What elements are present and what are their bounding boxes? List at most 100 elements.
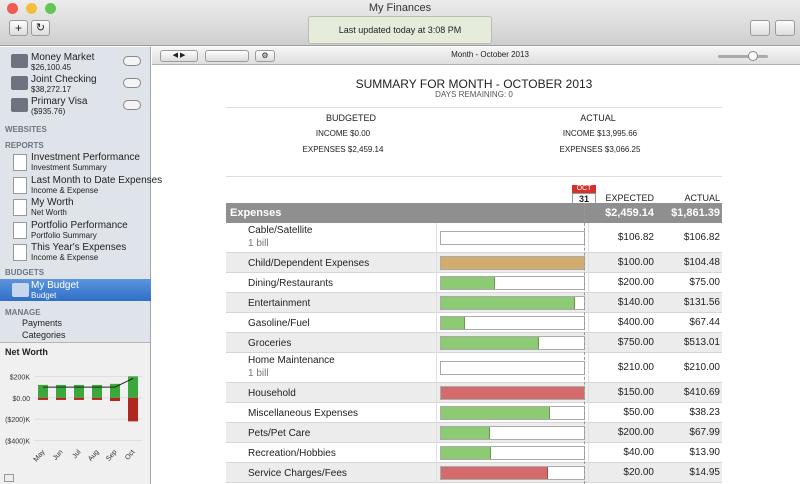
account-balance: ($935.76): [31, 107, 66, 116]
progress-bar: [441, 427, 490, 439]
bar: [38, 384, 48, 398]
selection: [0, 279, 151, 301]
zoom-button[interactable]: [45, 3, 56, 14]
expected-amount: $140.00: [617, 297, 654, 308]
y-tick-label: ($200)K: [5, 417, 30, 424]
actual-amount: $210.00: [683, 362, 720, 373]
progress-bar: [441, 277, 495, 289]
progress-track: [440, 406, 585, 420]
expected-amount: $200.00: [617, 427, 654, 438]
report-name[interactable]: Investment Performance: [31, 152, 140, 163]
bar: [56, 384, 66, 398]
actual-heading: ACTUAL: [580, 113, 616, 123]
actual-amount: $67.44: [689, 317, 720, 328]
report-icon: [13, 199, 27, 216]
budgeted-heading: BUDGETED: [325, 113, 376, 123]
actual-amount: $38.23: [689, 407, 720, 418]
today-line: [584, 203, 585, 484]
report-icon: [13, 154, 27, 171]
manage-item[interactable]: Payments: [22, 318, 63, 328]
bar: [92, 397, 102, 400]
budgeted-expenses: EXPENSES $2,459.14: [302, 145, 384, 154]
close-button[interactable]: [7, 3, 18, 14]
category-name: Service Charges/Fees: [248, 468, 347, 479]
column-divider: [436, 273, 437, 293]
bar: [92, 384, 102, 398]
column-divider: [436, 333, 437, 353]
divider: [226, 176, 722, 177]
category-name: Home Maintenance: [248, 355, 335, 366]
progress-track: [440, 296, 585, 310]
progress-track: [440, 256, 585, 270]
x-tick-label: Sep: [105, 449, 118, 463]
manage-item[interactable]: Categories: [22, 330, 66, 340]
budget-name[interactable]: My Budget: [31, 280, 79, 291]
actual-amount: $104.48: [683, 257, 720, 268]
actual-amount: $75.00: [689, 277, 720, 288]
report-icon: [13, 244, 27, 261]
net-line: [43, 378, 134, 388]
view-toggle[interactable]: [205, 50, 249, 62]
report-subtitle: Investment Summary: [31, 163, 107, 172]
column-divider: [436, 463, 437, 483]
report-subtitle: Portfolio Summary: [31, 230, 97, 240]
column-divider: [588, 443, 589, 463]
y-tick-label: $200K: [10, 374, 31, 381]
actual-amount: $13.90: [689, 447, 720, 458]
net-worth-panel: [0, 342, 151, 484]
calendar-button[interactable]: [775, 20, 795, 36]
category-name: Child/Dependent Expenses: [248, 258, 370, 269]
period-selector[interactable]: Month - October 2013: [451, 50, 529, 59]
progress-bar: [441, 387, 584, 399]
report-name[interactable]: My Worth: [31, 197, 74, 208]
section-heading: MANAGE: [5, 308, 41, 317]
x-tick-label: Aug: [87, 449, 100, 463]
progress-track: [440, 336, 585, 350]
zoom-slider[interactable]: [718, 55, 768, 58]
progress-bar: [441, 317, 466, 329]
category-name: Groceries: [248, 338, 292, 349]
report-name[interactable]: This Year's Expenses: [31, 242, 127, 253]
summary-title: SUMMARY FOR MONTH - OCTOBER 2013: [355, 77, 593, 91]
back-forward[interactable]: ◀ ▶: [160, 50, 198, 62]
progress-track: [440, 276, 585, 290]
account-name[interactable]: Joint Checking: [31, 74, 97, 85]
budgeted-income: INCOME $0.00: [315, 129, 371, 138]
x-tick-label: Oct: [124, 449, 136, 462]
add-button[interactable]: +: [9, 20, 28, 36]
cloud-icon: [123, 100, 141, 110]
column-divider: [588, 273, 589, 293]
section-heading: BUDGETS: [5, 268, 45, 277]
account-name[interactable]: Primary Visa: [31, 96, 88, 107]
bar: [74, 397, 84, 400]
zoom-knob[interactable]: [748, 51, 758, 61]
gear-menu[interactable]: ⚙: [255, 50, 275, 62]
column-divider: [436, 293, 437, 313]
section-heading: REPORTS: [5, 141, 44, 150]
account-name[interactable]: Money Market: [31, 52, 95, 63]
actual-amount: $14.95: [689, 467, 720, 478]
account-balance: $26,100.45: [31, 63, 72, 72]
bar: [56, 397, 66, 400]
actual-amount: $513.01: [683, 337, 720, 348]
sidebar-menu-button[interactable]: [4, 474, 14, 482]
category-name: Pets/Pet Care: [248, 428, 311, 439]
minimize-button[interactable]: [26, 3, 37, 14]
bar: [110, 383, 120, 398]
refresh-button[interactable]: ↻: [31, 20, 50, 36]
group-header: [226, 203, 722, 223]
column-divider: [588, 423, 589, 443]
progress-bar: [441, 297, 576, 309]
export-button[interactable]: [750, 20, 770, 36]
progress-bar: [441, 447, 491, 459]
report-name[interactable]: Portfolio Performance: [31, 219, 128, 231]
report-name[interactable]: Last Month to Date Expenses: [31, 174, 163, 186]
expected-amount: $750.00: [617, 337, 654, 348]
column-divider: [436, 353, 437, 383]
column-divider: [588, 333, 589, 353]
actual-header: ACTUAL: [684, 193, 720, 203]
budget-icon: [12, 283, 29, 297]
progress-bar: [441, 257, 584, 269]
